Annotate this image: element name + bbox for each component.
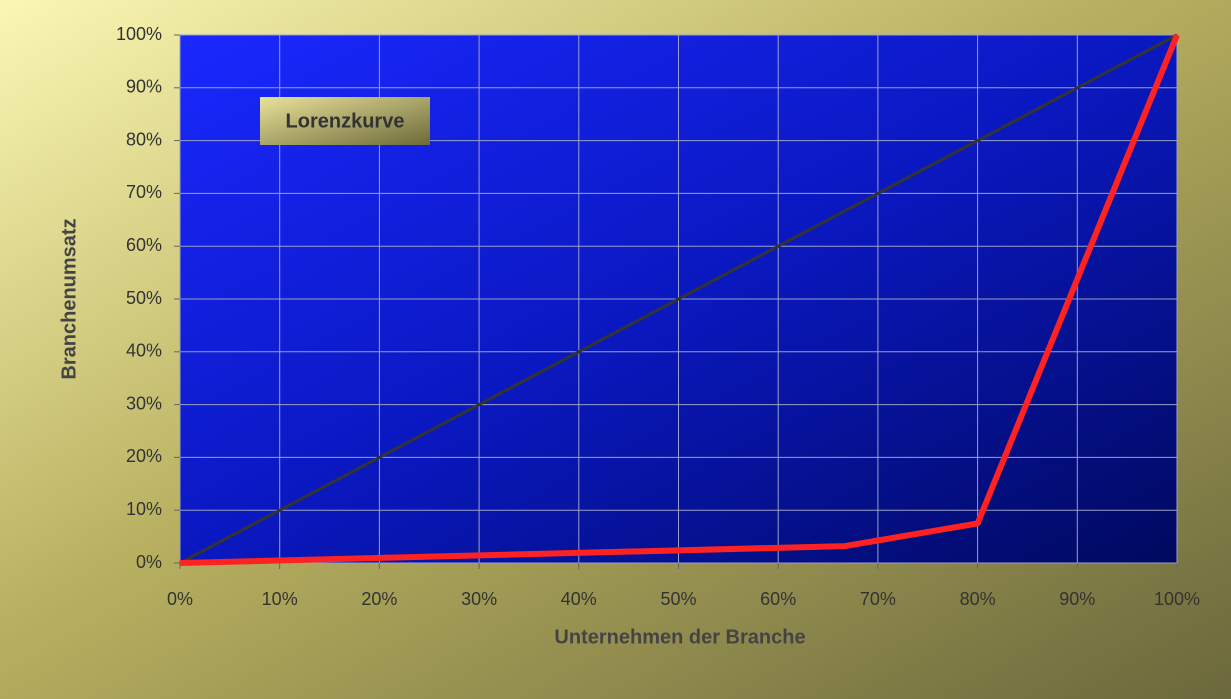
y-tick-label: 30% (126, 393, 162, 413)
annotation-box (260, 97, 430, 145)
x-tick-label: 100% (1154, 589, 1200, 609)
x-tick-label: 50% (660, 589, 696, 609)
x-tick-label: 30% (461, 589, 497, 609)
x-tick-label: 70% (860, 589, 896, 609)
y-tick-label: 40% (126, 341, 162, 361)
x-axis-title: Unternehmen der Branche (554, 626, 805, 648)
x-tick-label: 20% (361, 589, 397, 609)
x-tick-label: 90% (1059, 589, 1095, 609)
x-tick-label: 0% (167, 589, 193, 609)
y-tick-label: 90% (126, 77, 162, 97)
y-tick-label: 100% (116, 24, 162, 44)
y-tick-label: 0% (136, 552, 162, 572)
y-axis-title: Branchenumsatz (58, 218, 80, 379)
y-tick-label: 50% (126, 288, 162, 308)
series-line (179, 33, 1180, 566)
y-tick-label: 10% (126, 499, 162, 519)
y-tick-label: 20% (126, 446, 162, 466)
y-tick-label: 80% (126, 129, 162, 149)
y-tick-label: 70% (126, 182, 162, 202)
x-tick-label: 40% (561, 589, 597, 609)
x-tick-label: 80% (960, 589, 996, 609)
series-line (179, 33, 1178, 565)
x-tick-label: 60% (760, 589, 796, 609)
x-tick-label: 10% (262, 589, 298, 609)
annotation: Lorenzkurve (286, 110, 405, 132)
y-tick-label: 60% (126, 235, 162, 255)
